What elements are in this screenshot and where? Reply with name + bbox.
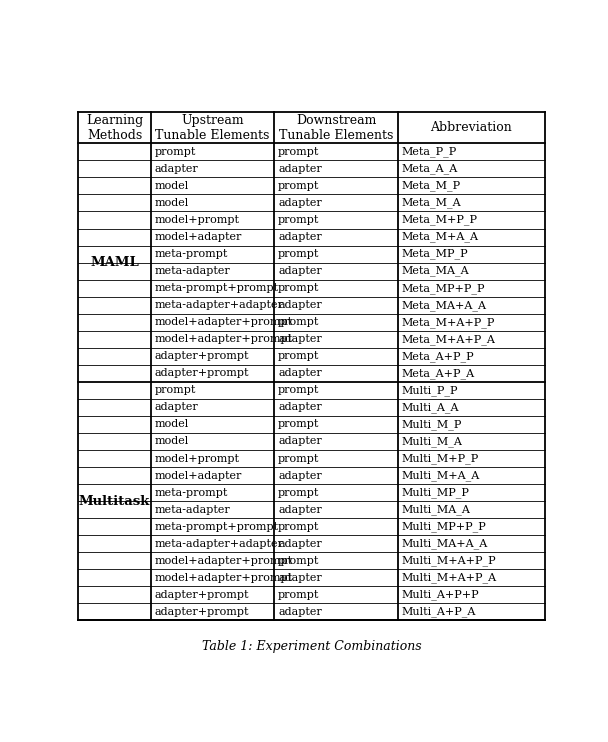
Text: adapter: adapter	[278, 402, 322, 413]
Text: MAML: MAML	[90, 256, 139, 269]
Text: prompt: prompt	[278, 215, 319, 225]
Text: adapter: adapter	[278, 164, 322, 174]
Text: Multi_M+A_A: Multi_M+A_A	[402, 470, 480, 481]
Text: prompt: prompt	[278, 556, 319, 565]
Text: prompt: prompt	[278, 522, 319, 532]
Text: adapter: adapter	[154, 164, 198, 174]
Text: model: model	[154, 181, 188, 191]
Text: Learning
Methods: Learning Methods	[86, 114, 143, 142]
Text: Multi_M_A: Multi_M_A	[402, 436, 463, 447]
Text: Meta_A+P_P: Meta_A+P_P	[402, 351, 474, 361]
Text: Meta_A+P_A: Meta_A+P_A	[402, 368, 475, 378]
Text: prompt: prompt	[278, 283, 319, 293]
Text: meta-prompt: meta-prompt	[154, 249, 228, 259]
Text: prompt: prompt	[154, 385, 196, 395]
Text: adapter: adapter	[278, 539, 322, 549]
Text: prompt: prompt	[278, 590, 319, 600]
Text: adapter: adapter	[278, 198, 322, 208]
Text: meta-prompt+prompt: meta-prompt+prompt	[154, 283, 278, 293]
Text: adapter+prompt: adapter+prompt	[154, 590, 249, 600]
Text: adapter: adapter	[278, 334, 322, 344]
Text: model: model	[154, 198, 188, 208]
Text: Meta_A_A: Meta_A_A	[402, 163, 458, 174]
Text: model+adapter: model+adapter	[154, 232, 242, 242]
Text: adapter: adapter	[278, 470, 322, 481]
Text: prompt: prompt	[278, 147, 319, 157]
Text: meta-adapter: meta-adapter	[154, 505, 230, 515]
Text: Multi_P_P: Multi_P_P	[402, 385, 458, 395]
Text: adapter+prompt: adapter+prompt	[154, 607, 249, 617]
Text: Meta_M+A_A: Meta_M+A_A	[402, 232, 478, 243]
Text: model+adapter+prompt: model+adapter+prompt	[154, 556, 292, 565]
Text: Table 1: Experiment Combinations: Table 1: Experiment Combinations	[202, 640, 421, 653]
Text: Multi_M+P_P: Multi_M+P_P	[402, 453, 479, 464]
Text: Multi_MP+P_P: Multi_MP+P_P	[402, 522, 486, 532]
Text: prompt: prompt	[278, 351, 319, 361]
Text: model+adapter+prompt: model+adapter+prompt	[154, 334, 292, 344]
Text: Meta_M_P: Meta_M_P	[402, 180, 461, 191]
Text: Multi_A_A: Multi_A_A	[402, 402, 459, 413]
Text: adapter: adapter	[278, 368, 322, 378]
Text: Multitask: Multitask	[79, 495, 150, 508]
Text: meta-prompt: meta-prompt	[154, 487, 228, 498]
Text: model+adapter+prompt: model+adapter+prompt	[154, 573, 292, 582]
Text: Upstream
Tunable Elements: Upstream Tunable Elements	[155, 114, 270, 142]
Text: Meta_M+A+P_P: Meta_M+A+P_P	[402, 317, 495, 327]
Text: adapter+prompt: adapter+prompt	[154, 351, 249, 361]
Text: adapter+prompt: adapter+prompt	[154, 368, 249, 378]
Text: adapter: adapter	[278, 301, 322, 310]
Text: prompt: prompt	[278, 453, 319, 464]
Text: prompt: prompt	[278, 249, 319, 259]
Text: prompt: prompt	[278, 181, 319, 191]
Text: prompt: prompt	[278, 419, 319, 430]
Text: adapter: adapter	[278, 573, 322, 582]
Text: model+prompt: model+prompt	[154, 215, 240, 225]
Text: meta-prompt+prompt: meta-prompt+prompt	[154, 522, 278, 532]
Text: model+adapter: model+adapter	[154, 470, 242, 481]
Text: meta-adapter+adapter: meta-adapter+adapter	[154, 539, 283, 549]
Text: Abbreviation: Abbreviation	[430, 121, 513, 134]
Text: meta-adapter: meta-adapter	[154, 266, 230, 276]
Text: prompt: prompt	[278, 385, 319, 395]
Text: Meta_M+P_P: Meta_M+P_P	[402, 214, 478, 226]
Text: Meta_MP+P_P: Meta_MP+P_P	[402, 283, 485, 294]
Text: prompt: prompt	[154, 147, 196, 157]
Text: Downstream
Tunable Elements: Downstream Tunable Elements	[279, 114, 393, 142]
Text: Multi_M+A+P_A: Multi_M+A+P_A	[402, 572, 497, 583]
Text: Multi_A+P_A: Multi_A+P_A	[402, 606, 476, 617]
Text: Multi_MA+A_A: Multi_MA+A_A	[402, 539, 488, 549]
Text: meta-adapter+adapter: meta-adapter+adapter	[154, 301, 283, 310]
Text: adapter: adapter	[154, 402, 198, 413]
Text: Multi_MA_A: Multi_MA_A	[402, 505, 471, 515]
Text: adapter: adapter	[278, 266, 322, 276]
Text: adapter: adapter	[278, 505, 322, 515]
Text: model+prompt: model+prompt	[154, 453, 240, 464]
Text: Meta_MA+A_A: Meta_MA+A_A	[402, 300, 486, 311]
Text: model+adapter+prompt: model+adapter+prompt	[154, 318, 292, 327]
Text: Meta_MP_P: Meta_MP_P	[402, 249, 468, 260]
Text: Multi_MP_P: Multi_MP_P	[402, 487, 469, 498]
Text: Multi_M+A+P_P: Multi_M+A+P_P	[402, 556, 496, 566]
Text: adapter: adapter	[278, 436, 322, 447]
Text: Meta_M_A: Meta_M_A	[402, 197, 461, 209]
Text: Meta_M+A+P_A: Meta_M+A+P_A	[402, 334, 496, 344]
Text: model: model	[154, 419, 188, 430]
Text: Multi_A+P+P: Multi_A+P+P	[402, 589, 479, 600]
Text: prompt: prompt	[278, 487, 319, 498]
Text: adapter: adapter	[278, 232, 322, 242]
Text: Meta_P_P: Meta_P_P	[402, 146, 457, 157]
Text: Meta_MA_A: Meta_MA_A	[402, 266, 469, 277]
Text: adapter: adapter	[278, 607, 322, 617]
Text: model: model	[154, 436, 188, 447]
Text: prompt: prompt	[278, 318, 319, 327]
Text: Multi_M_P: Multi_M_P	[402, 419, 462, 430]
